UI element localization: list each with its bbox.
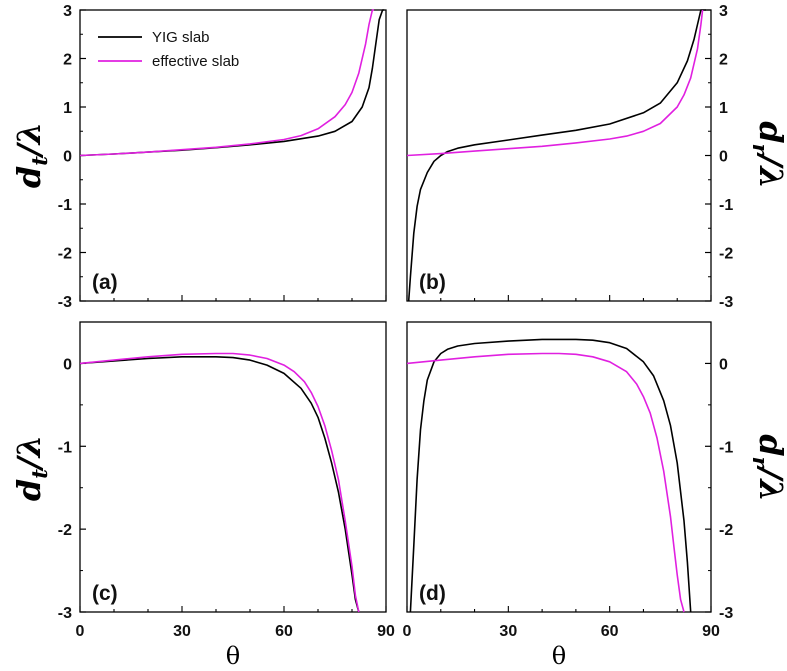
y-label-main: d: [10, 166, 48, 188]
y-tick-label: -3: [58, 605, 72, 622]
x-tick-label: 90: [377, 623, 395, 640]
y-tick-label: 1: [63, 100, 72, 117]
panel-tag: (c): [92, 582, 118, 605]
y-tick-label: -2: [719, 246, 733, 263]
y-tick-label: 1: [719, 100, 728, 117]
x-axis-label: θ: [552, 642, 566, 670]
series-line-yig-slab: [80, 9, 385, 157]
y-label-sub: t: [27, 469, 52, 479]
x-tick-label: 0: [403, 623, 412, 640]
y-tick-label: 0: [63, 356, 72, 373]
y-tick-label: -3: [719, 605, 733, 622]
x-tick-label: 30: [499, 623, 517, 640]
y-label-tail: /λ: [752, 465, 787, 502]
y-tick-label: 0: [719, 356, 728, 373]
x-tick-label: 60: [275, 623, 293, 640]
y-tick-label: 3: [719, 3, 728, 20]
series-line-effective-slab: [407, 9, 704, 157]
y-axis-label: dr/λ: [748, 434, 787, 502]
y-tick-label: 2: [63, 52, 72, 69]
y-label-tail: /λ: [10, 122, 48, 159]
y-tick-label: -2: [58, 522, 72, 539]
y-tick-label: -1: [58, 439, 72, 456]
y-label-tail: /λ: [752, 152, 787, 189]
y-axis-label: dr/λ: [748, 121, 787, 189]
y-label-sub: r: [748, 144, 773, 157]
y-tick-label: -1: [719, 439, 733, 456]
x-tick-label: 90: [702, 623, 720, 640]
x-axis-label: θ: [226, 642, 240, 670]
y-tick-label: 3: [63, 3, 72, 20]
y-label-main: d: [752, 121, 787, 143]
y-label-main: d: [10, 479, 48, 501]
plot-frame: [406, 9, 712, 302]
series-line-effective-slab: [80, 352, 360, 613]
y-axis-label: dt/λ: [10, 435, 52, 501]
series-line-yig-slab: [80, 356, 360, 613]
y-tick-label: -2: [58, 246, 72, 263]
legend-label: effective slab: [152, 53, 239, 70]
panel-a: 3 2 1 0 -1 -2 -3 dt/λ (a) YIG slab effective slab: [10, 3, 387, 311]
x-tick-label: 0: [76, 623, 85, 640]
y-label-sub: r: [748, 457, 773, 470]
panel-d: 0 -1 -2 -3 0 30 60 90 θ dr/λ (d): [403, 321, 787, 670]
y-axis-label: dt/λ: [10, 122, 52, 188]
y-tick-label: -1: [58, 197, 72, 214]
panel-tag: (b): [419, 271, 446, 294]
y-tick-label: -2: [719, 522, 733, 539]
series-line-effective-slab: [80, 9, 375, 157]
y-label-tail: /λ: [10, 435, 48, 472]
y-tick-label: -3: [719, 294, 733, 311]
series-line-effective-slab: [407, 352, 685, 613]
legend-label: YIG slab: [152, 29, 210, 46]
x-tick-label: 30: [173, 623, 191, 640]
y-tick-label: -3: [58, 294, 72, 311]
y-tick-label: -1: [719, 197, 733, 214]
y-tick-label: 0: [63, 149, 72, 166]
plot-frame: [406, 321, 712, 613]
panel-tag: (a): [92, 271, 118, 294]
panel-b: 3 2 1 0 -1 -2 -3 dr/λ (b): [406, 3, 787, 311]
plot-frame: [79, 321, 387, 613]
y-label-sub: t: [27, 156, 52, 166]
series-line-yig-slab: [407, 9, 706, 302]
y-label-main: d: [752, 434, 787, 456]
series-line-yig-slab: [409, 338, 692, 613]
panel-tag: (d): [419, 582, 446, 605]
legend: YIG slab effective slab: [98, 29, 239, 70]
y-tick-label: 0: [719, 149, 728, 166]
y-tick-label: 2: [719, 52, 728, 69]
x-tick-label: 60: [601, 623, 619, 640]
